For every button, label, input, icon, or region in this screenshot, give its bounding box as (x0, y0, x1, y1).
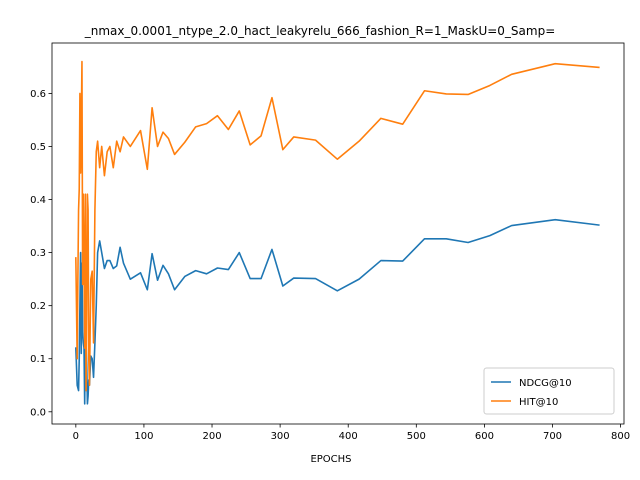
y-tick-label: 0.2 (30, 301, 46, 312)
y-tick-label: 0.0 (30, 407, 46, 418)
y-tick-label: 0.6 (30, 89, 46, 100)
axes: 0 100 200 300 400 500 600 700 800 0.0 0.1 0.2 0.3 0.4… (30, 42, 630, 442)
x-tick-label: 0 (73, 431, 79, 442)
x-tick-label: 700 (543, 431, 562, 442)
x-tick-label: 600 (475, 431, 494, 442)
x-tick-label: 300 (271, 431, 290, 442)
series-group (75, 60, 600, 405)
y-tick-label: 0.1 (30, 354, 46, 365)
chart-title: _nmax_0.0001_ntype_2.0_hact_leakyrelu_66… (84, 24, 556, 38)
x-tick-label: 100 (134, 431, 153, 442)
y-tick-label: 0.5 (30, 142, 46, 153)
x-axis-label: EPOCHS (310, 454, 351, 465)
y-tick-label: 0.4 (30, 195, 46, 206)
series-line-ndcg-10 (75, 218, 600, 405)
x-tick-label: 500 (407, 431, 426, 442)
x-tick-label: 400 (339, 431, 358, 442)
legend-label: NDCG@10 (519, 378, 572, 389)
series-line-hit-10 (75, 60, 600, 392)
plot-frame (51, 42, 625, 425)
legend: NDCG@10 HIT@10 (483, 367, 615, 415)
legend-label: HIT@10 (519, 397, 558, 408)
x-tick-label: 200 (202, 431, 221, 442)
x-tick-label: 800 (611, 431, 630, 442)
legend-box (483, 367, 615, 415)
y-tick-label: 0.3 (30, 248, 46, 259)
